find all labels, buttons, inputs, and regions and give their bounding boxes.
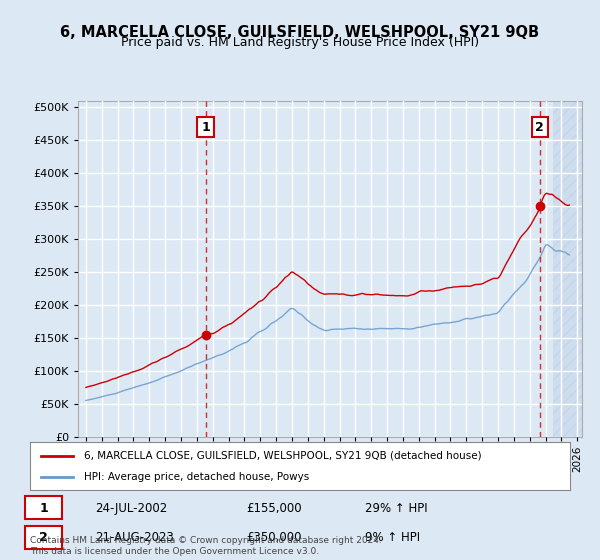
Text: HPI: Average price, detached house, Powys: HPI: Average price, detached house, Powy…	[84, 472, 309, 482]
Text: Price paid vs. HM Land Registry's House Price Index (HPI): Price paid vs. HM Land Registry's House …	[121, 36, 479, 49]
Text: 21-AUG-2023: 21-AUG-2023	[95, 531, 173, 544]
Text: 1: 1	[201, 120, 210, 134]
FancyBboxPatch shape	[25, 526, 62, 549]
Text: 1: 1	[39, 502, 48, 515]
Text: 6, MARCELLA CLOSE, GUILSFIELD, WELSHPOOL, SY21 9QB: 6, MARCELLA CLOSE, GUILSFIELD, WELSHPOOL…	[61, 25, 539, 40]
Text: 2: 2	[39, 531, 48, 544]
Text: £155,000: £155,000	[246, 502, 302, 515]
Text: Contains HM Land Registry data © Crown copyright and database right 2024.
This d: Contains HM Land Registry data © Crown c…	[30, 536, 382, 556]
Text: 29% ↑ HPI: 29% ↑ HPI	[365, 502, 427, 515]
FancyBboxPatch shape	[25, 497, 62, 519]
Text: 24-JUL-2002: 24-JUL-2002	[95, 502, 167, 515]
Text: 6, MARCELLA CLOSE, GUILSFIELD, WELSHPOOL, SY21 9QB (detached house): 6, MARCELLA CLOSE, GUILSFIELD, WELSHPOOL…	[84, 451, 482, 461]
Text: 9% ↑ HPI: 9% ↑ HPI	[365, 531, 420, 544]
Text: 2: 2	[535, 120, 544, 134]
Bar	[553, 101, 585, 437]
Text: £350,000: £350,000	[246, 531, 302, 544]
